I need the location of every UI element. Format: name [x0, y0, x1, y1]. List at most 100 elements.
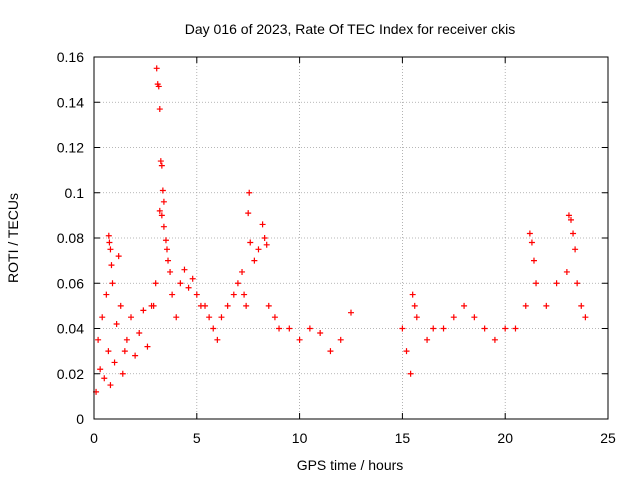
y-tick-label: 0 [76, 411, 84, 427]
x-axis-label: GPS time / hours [297, 457, 404, 473]
data-point [543, 302, 550, 309]
data-point [115, 253, 122, 260]
y-tick-label: 0.14 [57, 94, 84, 110]
data-point [430, 325, 437, 332]
data-point [553, 280, 560, 287]
data-point [570, 230, 577, 237]
data-point [528, 239, 535, 246]
data-point [251, 257, 258, 264]
data-point [169, 291, 176, 298]
data-point [409, 291, 416, 298]
data-point [263, 241, 270, 248]
data-point [123, 336, 130, 343]
data-point [471, 314, 478, 321]
y-tick-label: 0.06 [57, 275, 84, 291]
data-point [533, 280, 540, 287]
data-point [526, 230, 533, 237]
data-point [255, 246, 262, 253]
data-point [348, 309, 354, 316]
y-axis-label: ROTI / TECUs [5, 193, 21, 283]
data-point [117, 302, 124, 309]
data-point [522, 302, 529, 309]
data-point [337, 336, 344, 343]
data-point [105, 232, 112, 239]
chart-title: Day 016 of 2023, Rate Of TEC Index for r… [185, 21, 515, 37]
data-point [202, 302, 209, 309]
data-point [413, 314, 420, 321]
data-point [106, 239, 113, 246]
data-point [177, 280, 184, 287]
data-point [574, 280, 581, 287]
data-point [259, 221, 266, 228]
data-point [167, 268, 174, 275]
data-point [572, 246, 579, 253]
data-point [189, 275, 196, 282]
data-point [563, 268, 570, 275]
data-point [567, 216, 574, 223]
data-point [327, 348, 334, 355]
data-point [156, 207, 163, 214]
data-point [108, 262, 115, 269]
x-tick-label: 25 [600, 430, 616, 446]
data-point [128, 314, 135, 321]
y-tick-label: 0.16 [57, 49, 84, 65]
data-point [234, 280, 241, 287]
data-point [424, 336, 431, 343]
data-points [93, 65, 589, 395]
data-point [239, 268, 246, 275]
y-tick-label: 0.08 [57, 230, 84, 246]
data-point [144, 343, 151, 350]
data-point [491, 336, 498, 343]
data-point [107, 382, 114, 389]
data-point [165, 257, 172, 264]
data-point [113, 320, 120, 327]
data-point [193, 291, 200, 298]
data-point [224, 302, 231, 309]
data-point [157, 158, 164, 165]
data-point [97, 366, 104, 373]
data-point [155, 83, 162, 90]
data-point [403, 348, 410, 355]
data-point [160, 223, 167, 230]
data-point [502, 325, 509, 332]
data-point [132, 352, 139, 359]
data-point [296, 336, 303, 343]
data-point [101, 375, 108, 382]
y-tick-label: 0.1 [65, 185, 85, 201]
data-point [247, 239, 254, 246]
x-tick-label: 15 [395, 430, 411, 446]
data-point [153, 65, 160, 72]
data-point [173, 314, 180, 321]
data-point [317, 330, 324, 337]
data-point [399, 325, 406, 332]
x-tick-label: 10 [292, 430, 308, 446]
data-point [582, 314, 589, 321]
data-point [156, 106, 163, 113]
data-point [185, 284, 192, 291]
data-point [265, 302, 272, 309]
data-point [450, 314, 457, 321]
data-point [107, 246, 114, 253]
data-point [105, 348, 112, 355]
data-point [109, 280, 116, 287]
data-point [530, 257, 537, 264]
data-point [245, 210, 252, 217]
data-point [210, 325, 217, 332]
y-tick-label: 0.12 [57, 140, 84, 156]
data-point [158, 212, 165, 219]
data-point [271, 314, 278, 321]
data-point [306, 325, 313, 332]
data-point [578, 302, 585, 309]
data-point [286, 325, 293, 332]
data-point [181, 266, 188, 273]
data-point [111, 359, 118, 366]
data-point [158, 162, 165, 169]
x-tick-label: 0 [90, 430, 98, 446]
data-point [218, 314, 225, 321]
data-point [206, 314, 213, 321]
data-point [261, 235, 268, 241]
data-point [150, 302, 157, 309]
data-point [481, 325, 488, 332]
